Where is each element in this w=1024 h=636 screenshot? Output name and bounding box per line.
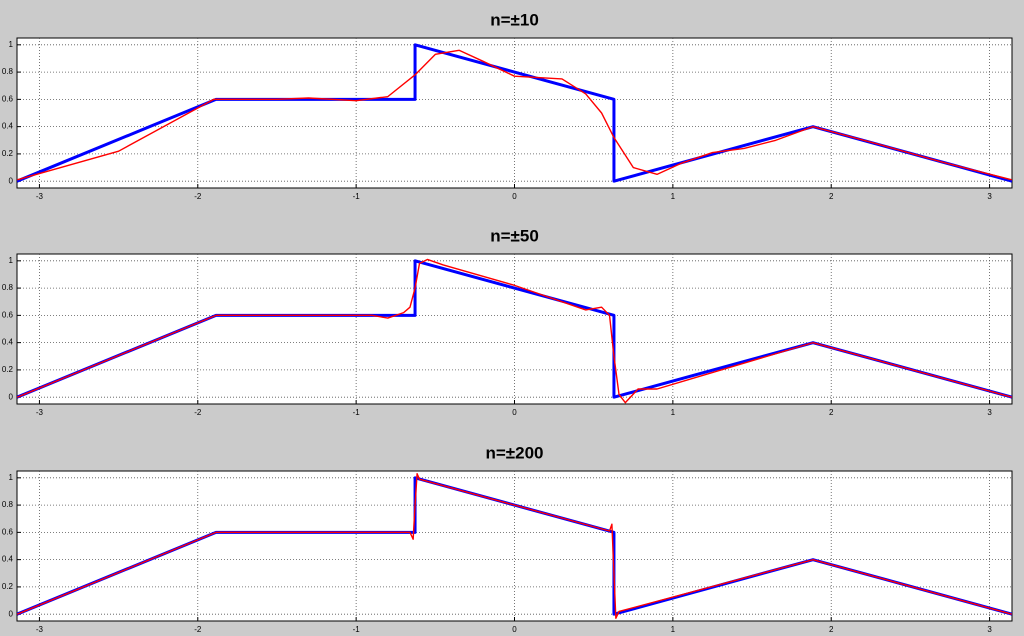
x-tick-label: -2 [194, 408, 202, 417]
y-tick-label: 1 [9, 256, 14, 265]
x-tick-label: 3 [987, 192, 992, 201]
y-tick-label: 1 [9, 40, 14, 49]
x-tick-label: -3 [36, 625, 44, 634]
y-tick-label: 0.6 [2, 527, 14, 536]
x-tick-label: 3 [987, 408, 992, 417]
y-tick-label: 0.8 [2, 67, 14, 76]
series-line [17, 49, 1012, 181]
y-tick-label: 0.2 [2, 365, 14, 374]
y-tick-label: 0.2 [2, 149, 14, 158]
x-tick-label: 1 [671, 192, 676, 201]
y-tick-label: 0 [9, 176, 14, 185]
x-tick-label: 1 [671, 625, 676, 634]
y-tick-label: 0.4 [2, 555, 14, 564]
y-tick-label: 0.4 [2, 122, 14, 131]
y-tick-label: 0.8 [2, 283, 14, 292]
y-tick-label: 0.8 [2, 500, 14, 509]
chart-title: n=±10 [490, 10, 539, 29]
x-tick-label: 0 [512, 192, 517, 201]
x-tick-label: 2 [829, 408, 834, 417]
x-tick-label: 3 [987, 625, 992, 634]
chart-title: n=±200 [485, 443, 543, 462]
x-tick-label: -3 [36, 192, 44, 201]
x-tick-label: -2 [194, 625, 202, 634]
x-tick-label: -1 [353, 625, 361, 634]
y-tick-label: 0.6 [2, 310, 14, 319]
y-tick-label: 0.6 [2, 94, 14, 103]
x-tick-label: 0 [512, 408, 517, 417]
series-line [17, 473, 1012, 619]
x-tick-label: -3 [36, 408, 44, 417]
x-tick-label: 0 [512, 625, 517, 634]
y-tick-label: 0.4 [2, 338, 14, 347]
series-line [17, 258, 1012, 404]
x-tick-label: -1 [353, 192, 361, 201]
chart-title: n=±50 [490, 226, 539, 245]
y-tick-label: 0.2 [2, 582, 14, 591]
y-tick-label: 0 [9, 392, 14, 401]
x-tick-label: -2 [194, 192, 202, 201]
x-tick-label: 1 [671, 408, 676, 417]
y-tick-label: 1 [9, 473, 14, 482]
x-tick-label: 2 [829, 625, 834, 634]
x-tick-label: -1 [353, 408, 361, 417]
x-tick-label: 2 [829, 192, 834, 201]
y-tick-label: 0 [9, 609, 14, 618]
